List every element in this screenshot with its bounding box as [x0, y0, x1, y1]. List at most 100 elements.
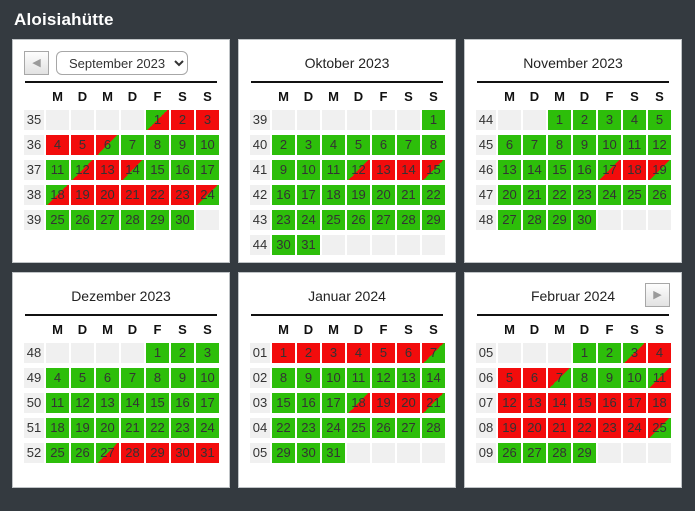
- day-cell[interactable]: 3: [598, 110, 621, 130]
- day-cell[interactable]: 14: [121, 160, 144, 180]
- day-cell[interactable]: 28: [422, 418, 445, 438]
- day-cell[interactable]: 19: [498, 418, 521, 438]
- day-cell[interactable]: 22: [422, 185, 445, 205]
- day-cell[interactable]: 16: [171, 393, 194, 413]
- day-cell[interactable]: 26: [71, 210, 94, 230]
- day-cell[interactable]: 18: [46, 185, 69, 205]
- day-cell[interactable]: 12: [71, 160, 94, 180]
- day-cell[interactable]: 20: [397, 393, 420, 413]
- day-cell[interactable]: 12: [71, 393, 94, 413]
- day-cell[interactable]: 24: [297, 210, 320, 230]
- day-cell[interactable]: 9: [297, 368, 320, 388]
- day-cell[interactable]: 12: [498, 393, 521, 413]
- day-cell[interactable]: 27: [372, 210, 395, 230]
- month-select[interactable]: September 2023: [56, 51, 188, 75]
- day-cell[interactable]: 28: [523, 210, 546, 230]
- day-cell[interactable]: 24: [196, 185, 219, 205]
- day-cell[interactable]: 23: [272, 210, 295, 230]
- day-cell[interactable]: 7: [397, 135, 420, 155]
- day-cell[interactable]: 10: [196, 135, 219, 155]
- day-cell[interactable]: 29: [573, 443, 596, 463]
- day-cell[interactable]: 21: [121, 418, 144, 438]
- day-cell[interactable]: 4: [347, 343, 370, 363]
- day-cell[interactable]: 29: [146, 210, 169, 230]
- day-cell[interactable]: 12: [648, 135, 671, 155]
- day-cell[interactable]: 25: [322, 210, 345, 230]
- day-cell[interactable]: 24: [322, 418, 345, 438]
- day-cell[interactable]: 15: [422, 160, 445, 180]
- day-cell[interactable]: 29: [422, 210, 445, 230]
- day-cell[interactable]: 17: [623, 393, 646, 413]
- day-cell[interactable]: 17: [297, 185, 320, 205]
- day-cell[interactable]: 5: [347, 135, 370, 155]
- day-cell[interactable]: 20: [498, 185, 521, 205]
- day-cell[interactable]: 1: [573, 343, 596, 363]
- day-cell[interactable]: 2: [598, 343, 621, 363]
- day-cell[interactable]: 1: [146, 110, 169, 130]
- day-cell[interactable]: 19: [71, 418, 94, 438]
- day-cell[interactable]: 14: [548, 393, 571, 413]
- day-cell[interactable]: 4: [46, 368, 69, 388]
- day-cell[interactable]: 25: [46, 210, 69, 230]
- day-cell[interactable]: 20: [372, 185, 395, 205]
- day-cell[interactable]: 17: [196, 160, 219, 180]
- day-cell[interactable]: 20: [96, 418, 119, 438]
- day-cell[interactable]: 20: [523, 418, 546, 438]
- day-cell[interactable]: 4: [46, 135, 69, 155]
- day-cell[interactable]: 9: [598, 368, 621, 388]
- day-cell[interactable]: 21: [121, 185, 144, 205]
- day-cell[interactable]: 23: [297, 418, 320, 438]
- day-cell[interactable]: 23: [598, 418, 621, 438]
- day-cell[interactable]: 8: [146, 135, 169, 155]
- day-cell[interactable]: 10: [322, 368, 345, 388]
- day-cell[interactable]: 15: [146, 160, 169, 180]
- day-cell[interactable]: 23: [171, 418, 194, 438]
- day-cell[interactable]: 15: [573, 393, 596, 413]
- day-cell[interactable]: 22: [573, 418, 596, 438]
- day-cell[interactable]: 13: [397, 368, 420, 388]
- day-cell[interactable]: 6: [96, 368, 119, 388]
- day-cell[interactable]: 26: [498, 443, 521, 463]
- day-cell[interactable]: 20: [96, 185, 119, 205]
- day-cell[interactable]: 11: [623, 135, 646, 155]
- day-cell[interactable]: 30: [272, 235, 295, 255]
- day-cell[interactable]: 4: [322, 135, 345, 155]
- day-cell[interactable]: 7: [121, 135, 144, 155]
- day-cell[interactable]: 21: [548, 418, 571, 438]
- day-cell[interactable]: 28: [397, 210, 420, 230]
- day-cell[interactable]: 5: [648, 110, 671, 130]
- day-cell[interactable]: 30: [573, 210, 596, 230]
- day-cell[interactable]: 29: [272, 443, 295, 463]
- day-cell[interactable]: 16: [598, 393, 621, 413]
- day-cell[interactable]: 5: [71, 368, 94, 388]
- day-cell[interactable]: 13: [96, 160, 119, 180]
- day-cell[interactable]: 26: [372, 418, 395, 438]
- day-cell[interactable]: 27: [498, 210, 521, 230]
- day-cell[interactable]: 11: [347, 368, 370, 388]
- day-cell[interactable]: 26: [648, 185, 671, 205]
- day-cell[interactable]: 8: [573, 368, 596, 388]
- prev-month-button[interactable]: ◀: [24, 51, 49, 75]
- day-cell[interactable]: 13: [96, 393, 119, 413]
- day-cell[interactable]: 4: [648, 343, 671, 363]
- day-cell[interactable]: 22: [272, 418, 295, 438]
- day-cell[interactable]: 15: [548, 160, 571, 180]
- day-cell[interactable]: 1: [146, 343, 169, 363]
- day-cell[interactable]: 26: [347, 210, 370, 230]
- day-cell[interactable]: 31: [196, 443, 219, 463]
- day-cell[interactable]: 8: [272, 368, 295, 388]
- day-cell[interactable]: 6: [96, 135, 119, 155]
- day-cell[interactable]: 21: [397, 185, 420, 205]
- day-cell[interactable]: 18: [623, 160, 646, 180]
- day-cell[interactable]: 5: [71, 135, 94, 155]
- day-cell[interactable]: 25: [347, 418, 370, 438]
- day-cell[interactable]: 12: [372, 368, 395, 388]
- day-cell[interactable]: 28: [548, 443, 571, 463]
- day-cell[interactable]: 17: [322, 393, 345, 413]
- day-cell[interactable]: 10: [598, 135, 621, 155]
- day-cell[interactable]: 6: [498, 135, 521, 155]
- day-cell[interactable]: 14: [422, 368, 445, 388]
- day-cell[interactable]: 4: [623, 110, 646, 130]
- day-cell[interactable]: 18: [322, 185, 345, 205]
- day-cell[interactable]: 11: [322, 160, 345, 180]
